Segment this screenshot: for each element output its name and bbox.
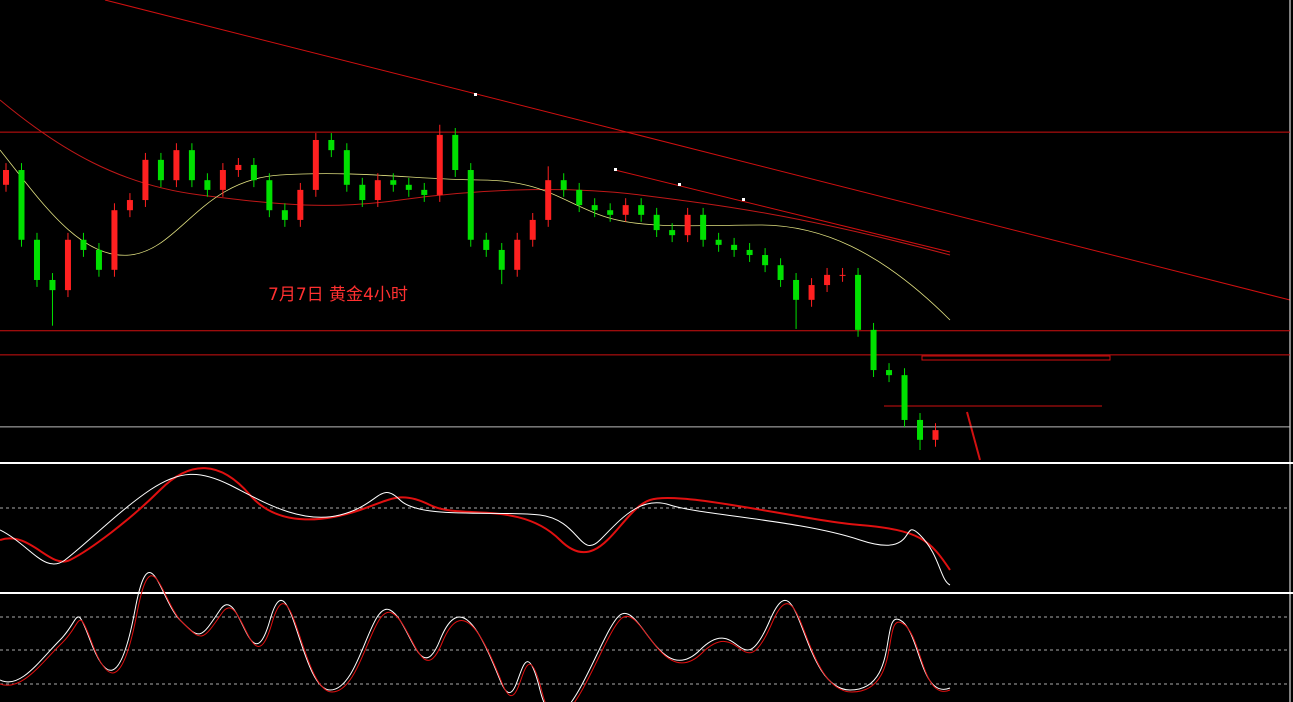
- candle-body: [312, 139, 319, 190]
- candle-body: [855, 274, 862, 330]
- candle-body: [762, 255, 769, 266]
- candle-body: [545, 180, 552, 220]
- candle-body: [297, 189, 304, 220]
- candle-body: [421, 189, 428, 195]
- candle-body: [746, 249, 753, 256]
- stochastic-k: [0, 572, 951, 702]
- candle-body: [343, 150, 350, 185]
- candle-body: [824, 274, 831, 286]
- pivot-dot: [678, 183, 681, 186]
- candle-body: [374, 180, 381, 201]
- candle-body: [405, 184, 412, 190]
- candle-body: [870, 329, 877, 371]
- candle-body: [777, 265, 784, 280]
- candle-body: [793, 279, 800, 300]
- candle-body: [142, 159, 149, 201]
- candle-body: [250, 164, 257, 181]
- candle-body: [622, 205, 629, 215]
- candle-body: [188, 150, 195, 181]
- candle-body: [235, 164, 242, 171]
- candle-body: [917, 419, 924, 440]
- candle-body: [436, 134, 443, 195]
- candle-body: [467, 170, 474, 240]
- candle-body: [390, 180, 397, 185]
- moving-average: [0, 99, 951, 256]
- candle-body: [839, 274, 846, 276]
- candle-body: [173, 150, 180, 181]
- candle-body: [157, 159, 164, 181]
- macd-signal: [0, 467, 951, 571]
- annotation: 7月7日 黄金4小时: [268, 285, 408, 305]
- candle-body: [80, 239, 87, 250]
- candle-body: [328, 139, 335, 151]
- candle-body: [266, 180, 273, 211]
- candle-body: [653, 214, 660, 231]
- candle-body: [452, 134, 459, 171]
- macd-line: [0, 473, 951, 586]
- candle-body: [808, 285, 815, 300]
- candle-body: [219, 170, 226, 190]
- candle-body: [607, 210, 614, 215]
- trend-line: [104, 0, 1291, 301]
- candle-body: [901, 375, 908, 420]
- candle-body: [700, 214, 707, 240]
- candle-body: [281, 210, 288, 220]
- candle-body: [498, 249, 505, 270]
- pivot-dot: [614, 168, 617, 171]
- trend-line: [614, 169, 951, 253]
- candle-body: [483, 239, 490, 250]
- candle-body: [529, 219, 536, 240]
- candle-body: [684, 214, 691, 236]
- candle-body: [3, 170, 9, 185]
- candle-body: [204, 180, 211, 190]
- candle-body: [638, 205, 645, 215]
- candle-body: [932, 430, 939, 440]
- candle-body: [359, 184, 366, 201]
- candle-body: [576, 189, 583, 206]
- candle-body: [111, 210, 118, 270]
- candle-body: [514, 239, 521, 270]
- candle-body: [669, 230, 676, 236]
- candle-body: [886, 370, 893, 376]
- candle-body: [591, 205, 598, 211]
- candle-body: [33, 239, 40, 280]
- candle-body: [560, 180, 567, 190]
- candle-body: [731, 244, 738, 250]
- arrow: [966, 411, 981, 461]
- pivot-dot: [474, 93, 477, 96]
- candle-body: [49, 279, 56, 291]
- candle-body: [18, 170, 25, 240]
- candle-body: [715, 239, 722, 245]
- candle-body: [64, 239, 71, 291]
- target-box: [921, 355, 1111, 361]
- candle-body: [95, 249, 102, 270]
- stochastic-d: [0, 575, 951, 702]
- candle-body: [126, 200, 133, 211]
- pivot-dot: [742, 198, 745, 201]
